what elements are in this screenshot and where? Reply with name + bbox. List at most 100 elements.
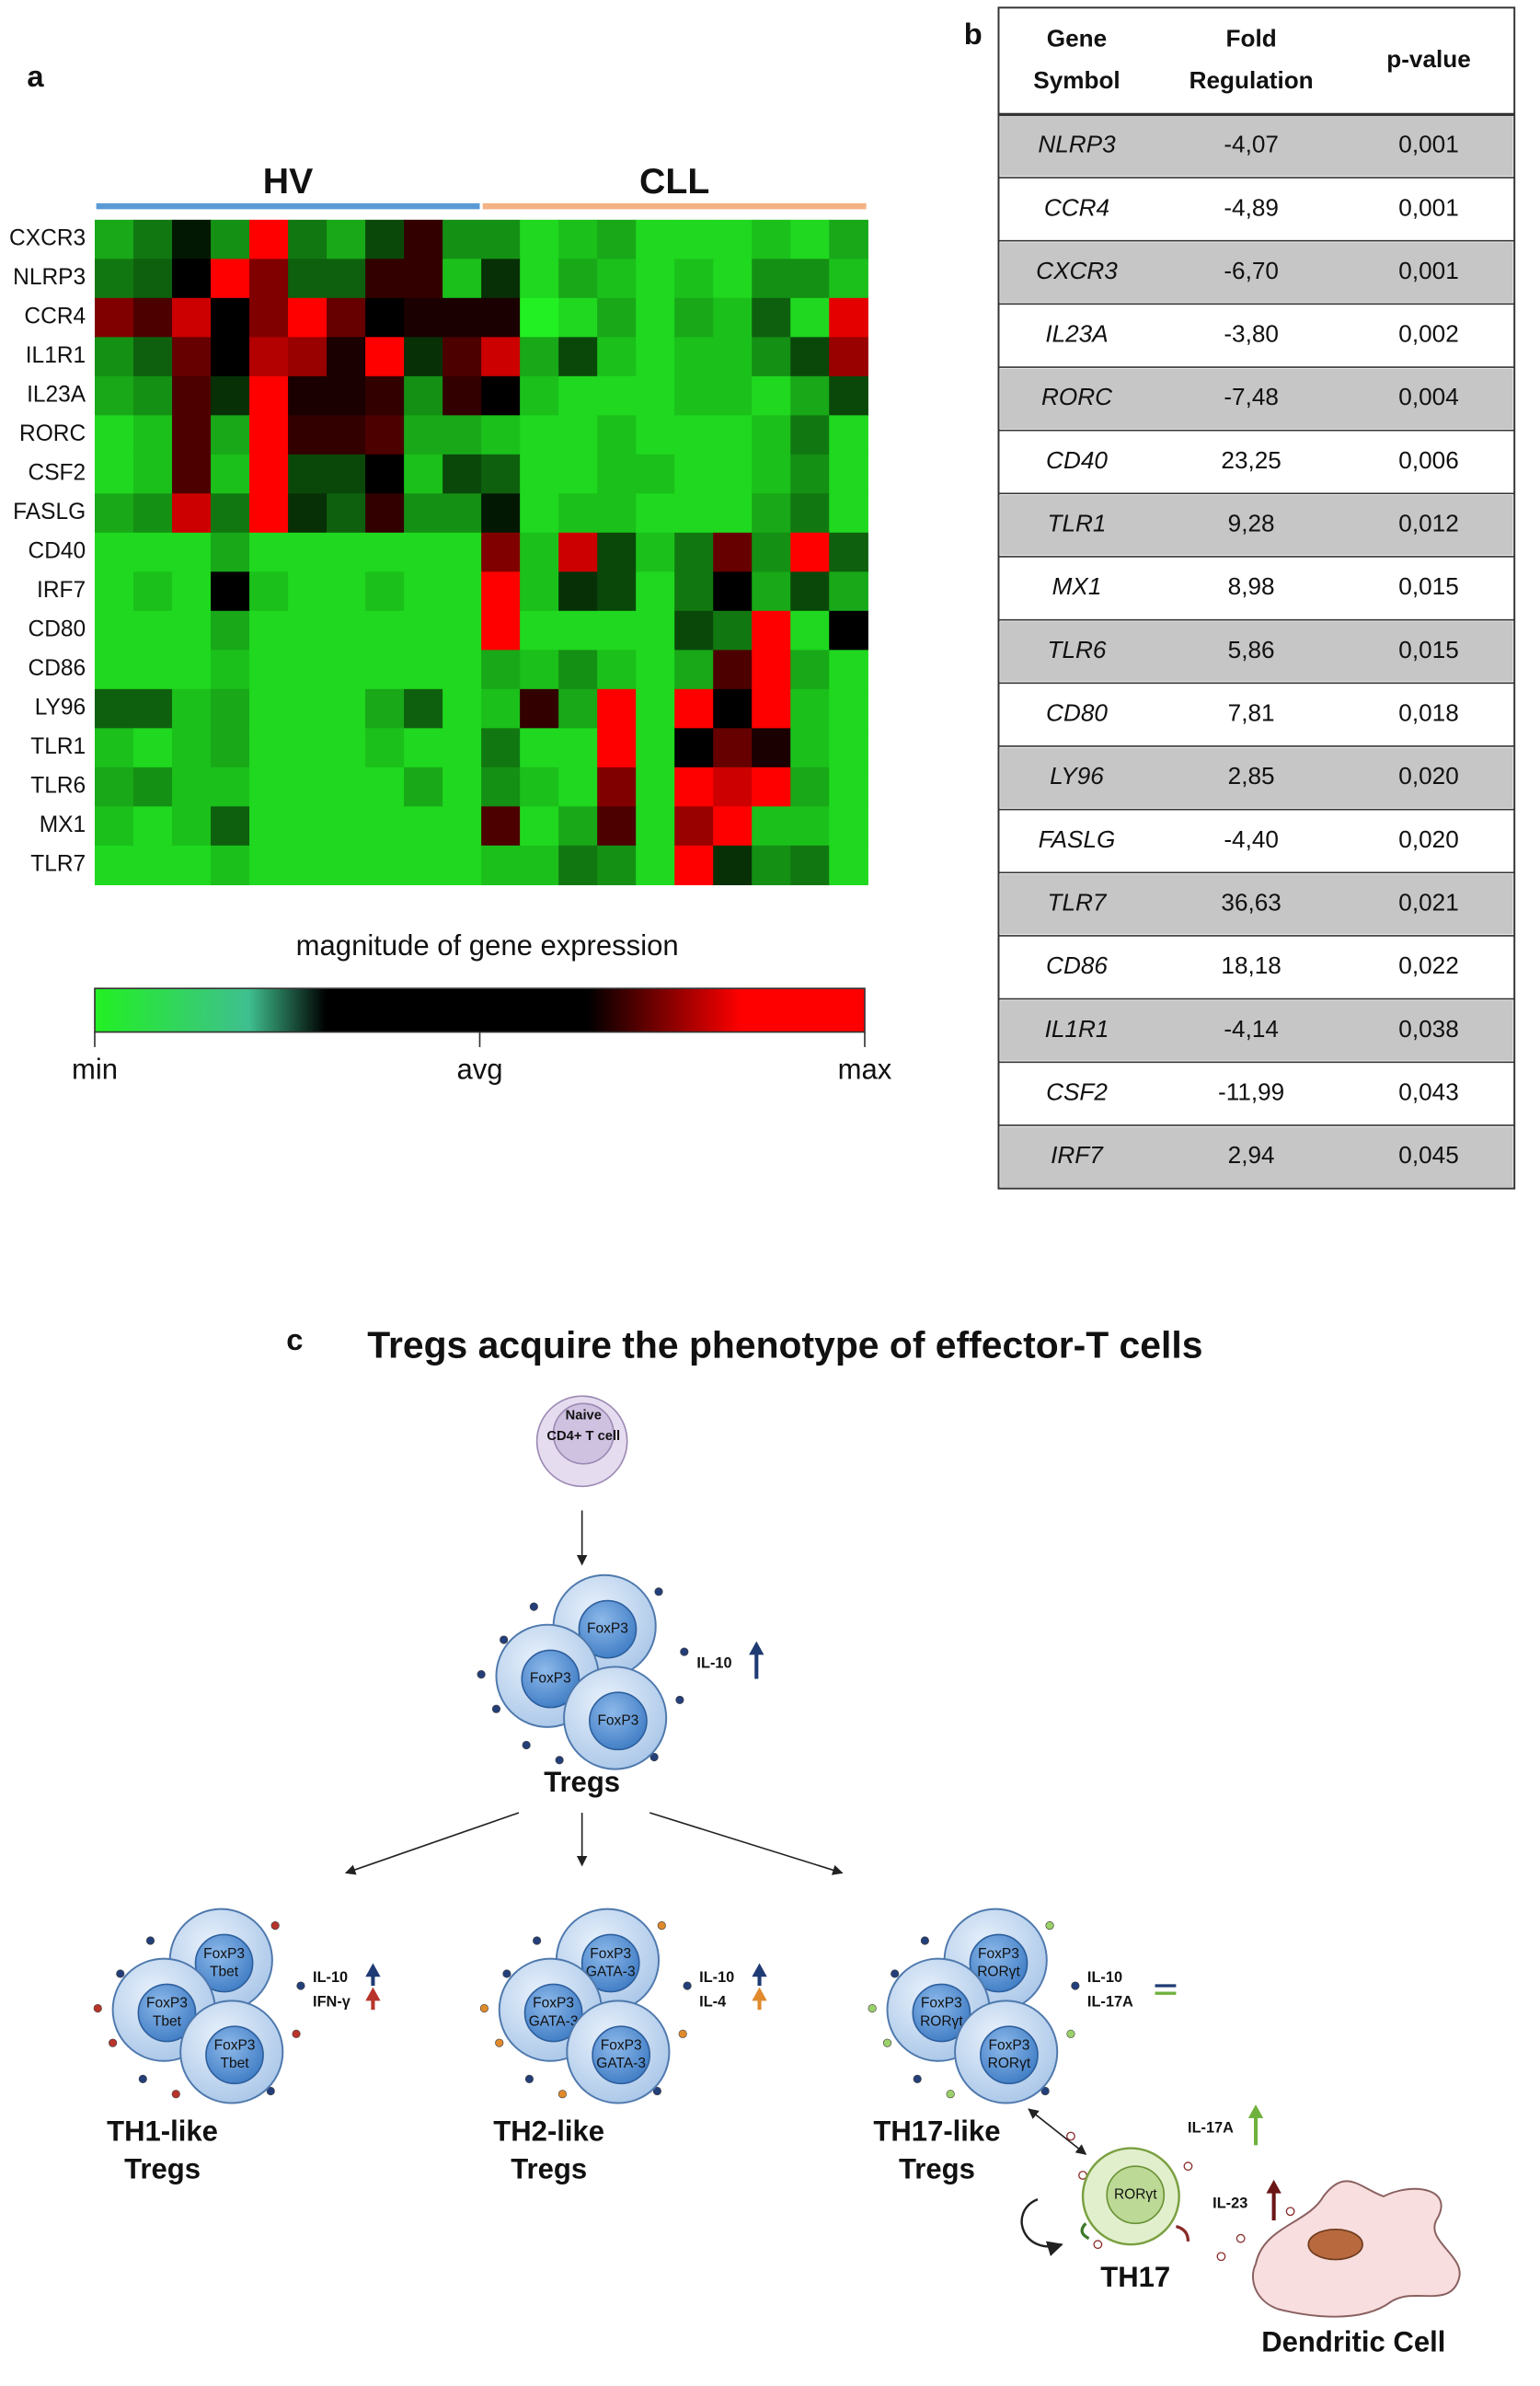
heatmap-cell	[172, 219, 212, 259]
heatmap-cell	[674, 493, 714, 534]
heatmap-cell	[481, 728, 521, 768]
heatmap-cell	[133, 610, 173, 651]
cytokine-dot	[1093, 2240, 1103, 2250]
cell-marker: GATA-3	[596, 2056, 646, 2071]
table-cell: 0,002	[1398, 320, 1458, 348]
heatmap-cell	[211, 688, 250, 730]
heatmap-cell	[829, 571, 868, 612]
heatmap-cell	[133, 845, 173, 886]
heatmap-cell	[558, 688, 598, 730]
heatmap-cell	[288, 219, 328, 259]
table-cell: IL1R1	[1045, 1015, 1109, 1043]
colorbar-tick-label: min	[72, 1053, 118, 1085]
heatmap-cell	[211, 375, 250, 416]
heatmap-cell	[94, 454, 134, 494]
row-shade	[1000, 873, 1513, 935]
naive-nucleus	[552, 1402, 615, 1465]
heatmap-cell	[211, 219, 250, 259]
table-cell: 0,001	[1398, 193, 1458, 221]
cytokine-dot	[491, 1704, 501, 1713]
row-label: IRF7	[37, 578, 86, 603]
table-cell: CXCR3	[1036, 257, 1118, 284]
heatmap-cell	[636, 454, 675, 494]
cytokine-dot	[882, 2038, 892, 2047]
heatmap-cell	[674, 728, 714, 768]
heatmap-cell	[404, 571, 443, 612]
cytokine-dot	[138, 2074, 147, 2083]
heatmap-cell	[327, 493, 366, 534]
heatmap-cell	[752, 493, 791, 534]
cytokine: IL-17A	[1087, 1993, 1133, 2010]
heatmap-cell	[94, 532, 134, 572]
cytokine: IL-10	[313, 1969, 348, 1986]
table-cell: MX1	[1052, 572, 1102, 600]
heatmap-cell	[365, 688, 405, 730]
row-label: MX1	[40, 813, 86, 837]
heatmap-cell	[752, 219, 791, 259]
table-header: Symbol	[1033, 66, 1120, 94]
heatmap-cell	[327, 415, 366, 455]
heatmap-cell	[327, 688, 366, 730]
heatmap-cell	[211, 767, 250, 808]
cytokine: IL-23	[1212, 2195, 1247, 2211]
row-shade	[1000, 242, 1513, 303]
heatmap-cell	[327, 806, 366, 847]
heatmap-cell	[713, 337, 753, 377]
heatmap-cell	[172, 806, 212, 847]
heatmap-cell	[520, 688, 559, 730]
heatmap-cell	[442, 610, 482, 651]
heatmap-cell	[558, 532, 598, 572]
heatmap-cell	[713, 454, 753, 494]
heatmap-cell	[829, 728, 868, 768]
feedback-arrow	[1020, 2198, 1063, 2256]
heatmap-cell	[597, 728, 637, 768]
heatmap-cell	[636, 219, 675, 259]
heatmap-cell	[674, 259, 714, 299]
heatmap-cell	[597, 532, 637, 572]
heatmap-cell	[790, 259, 830, 299]
heatmap-cell	[752, 415, 791, 455]
heatmap-cell	[520, 728, 559, 768]
table-cell: CSF2	[1046, 1078, 1108, 1106]
heatmap-cell	[520, 845, 559, 886]
heatmap-cell	[752, 259, 791, 299]
table-cell: RORC	[1041, 383, 1113, 410]
table-header: p-value	[1386, 45, 1471, 73]
cytokine-dot	[652, 2086, 661, 2096]
table-cell: 0,045	[1398, 1141, 1458, 1169]
arrow	[344, 1812, 520, 1875]
heatmap-cell	[713, 806, 753, 847]
heatmap-cell	[597, 337, 637, 377]
cell-marker: GATA-3	[586, 1964, 636, 1979]
cell-marker: FoxP3	[587, 1621, 628, 1637]
heatmap-cell	[713, 532, 753, 572]
trend-arrowhead	[365, 1963, 381, 1977]
table-cell: 7,81	[1228, 699, 1275, 727]
heatmap-cell	[211, 259, 250, 299]
heatmap-cell	[249, 610, 289, 651]
heatmap-cell	[674, 571, 714, 612]
heatmap-cell	[790, 767, 830, 808]
heatmap-cell	[558, 259, 598, 299]
heatmap-cell	[288, 493, 328, 534]
table-cell: IL23A	[1045, 320, 1108, 348]
heatmap-cell	[597, 415, 637, 455]
heatmap-cell	[558, 571, 598, 612]
receptor	[1175, 2224, 1190, 2242]
table-cell: 0,022	[1398, 951, 1458, 979]
heatmap-cell	[442, 845, 482, 886]
table-cell: -7,48	[1224, 383, 1279, 410]
heatmap-cell	[94, 219, 134, 259]
heatmap-cell	[674, 337, 714, 377]
heatmap-cell	[752, 375, 791, 416]
table-cell: FASLG	[1039, 825, 1116, 853]
trend-arrowhead	[365, 1987, 381, 2001]
cell-marker: RORγt	[988, 2056, 1031, 2071]
heatmap-cell	[442, 571, 482, 612]
heatmap-cell	[597, 259, 637, 299]
cytokine-dot	[1045, 1921, 1054, 1931]
heatmap-cell	[558, 415, 598, 455]
table-cell: 0,015	[1398, 636, 1458, 663]
heatmap-cell	[790, 845, 830, 886]
